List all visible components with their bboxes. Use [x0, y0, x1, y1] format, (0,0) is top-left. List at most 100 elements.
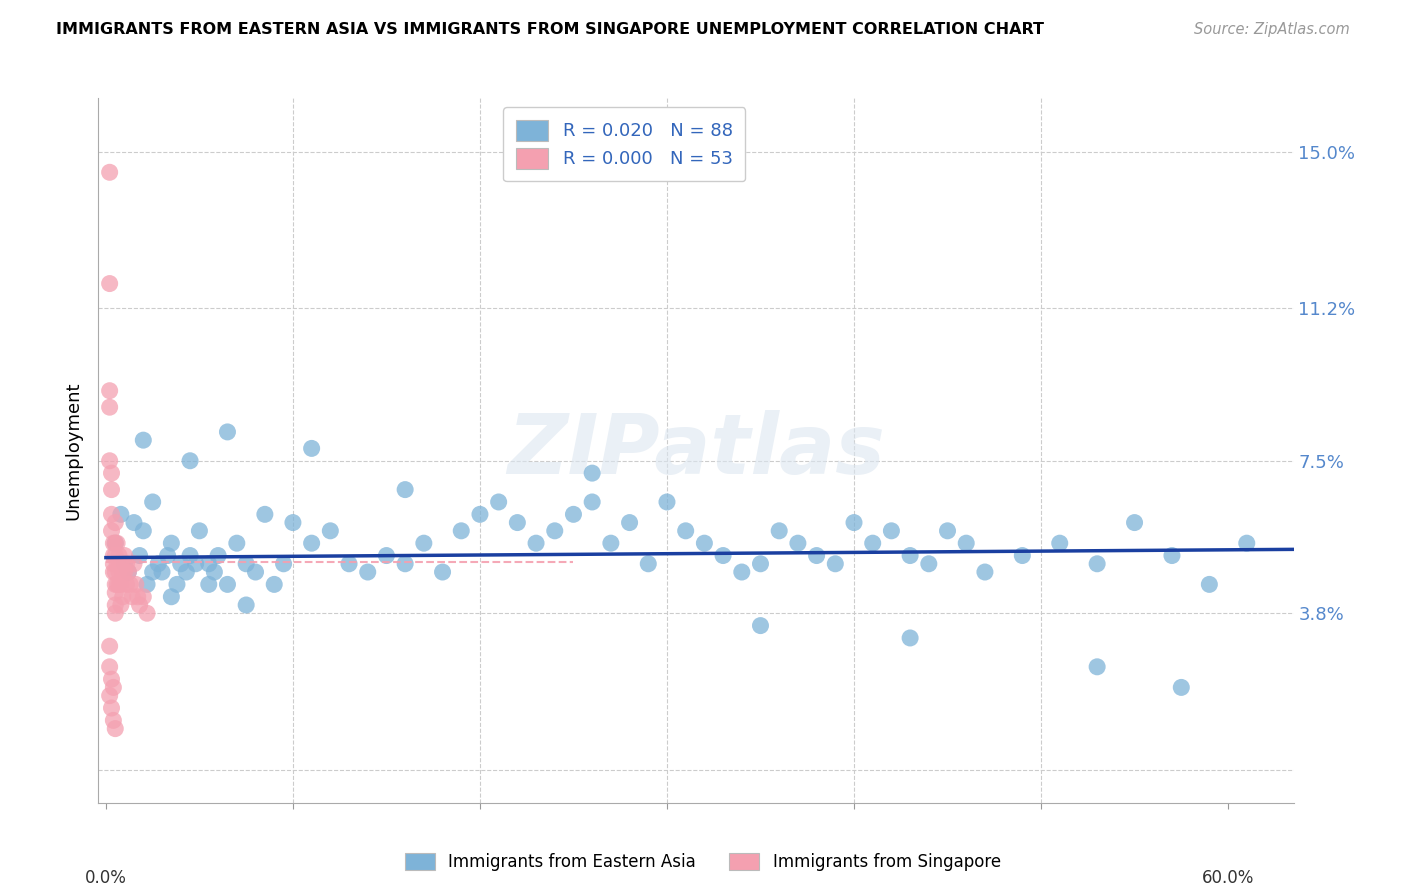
Point: [142, 565, 165, 579]
Point: [357, 565, 380, 579]
Point: [105, 557, 128, 571]
Point: [115, 577, 138, 591]
Point: [581, 495, 603, 509]
Point: [184, 557, 207, 571]
Point: [1170, 681, 1192, 695]
Point: [176, 565, 198, 579]
Point: [488, 495, 510, 509]
Point: [105, 577, 128, 591]
Point: [1085, 660, 1108, 674]
Point: [202, 565, 225, 579]
Point: [104, 536, 127, 550]
Point: [128, 598, 150, 612]
Point: [955, 536, 977, 550]
Point: [1085, 557, 1108, 571]
Text: 0.0%: 0.0%: [84, 869, 127, 887]
Legend: Immigrants from Eastern Asia, Immigrants from Singapore: Immigrants from Eastern Asia, Immigrants…: [396, 845, 1010, 880]
Text: ZIPatlas: ZIPatlas: [508, 410, 884, 491]
Point: [506, 516, 529, 530]
Point: [105, 536, 128, 550]
Point: [103, 714, 125, 728]
Point: [117, 565, 139, 579]
Point: [301, 442, 323, 456]
Point: [1123, 516, 1146, 530]
Point: [731, 565, 754, 579]
Point: [170, 557, 193, 571]
Point: [974, 565, 997, 579]
Point: [148, 557, 170, 571]
Point: [98, 454, 121, 468]
Point: [127, 590, 149, 604]
Point: [862, 536, 884, 550]
Point: [104, 549, 127, 563]
Text: Source: ZipAtlas.com: Source: ZipAtlas.com: [1194, 22, 1350, 37]
Point: [110, 508, 132, 522]
Point: [637, 557, 659, 571]
Point: [693, 536, 716, 550]
Point: [786, 536, 808, 550]
Point: [217, 577, 239, 591]
Point: [160, 536, 183, 550]
Point: [562, 508, 585, 522]
Point: [301, 536, 323, 550]
Point: [245, 565, 267, 579]
Point: [842, 516, 865, 530]
Point: [225, 536, 247, 550]
Point: [104, 585, 127, 599]
Point: [581, 466, 603, 480]
Point: [132, 524, 155, 538]
Point: [524, 536, 547, 550]
Point: [375, 549, 398, 563]
Point: [103, 549, 125, 563]
Point: [450, 524, 472, 538]
Point: [768, 524, 790, 538]
Point: [103, 681, 125, 695]
Point: [150, 565, 173, 579]
Point: [108, 577, 131, 591]
Point: [235, 557, 257, 571]
Point: [655, 495, 678, 509]
Point: [98, 639, 121, 653]
Point: [337, 557, 360, 571]
Point: [103, 565, 125, 579]
Point: [319, 524, 342, 538]
Point: [880, 524, 903, 538]
Point: [132, 433, 155, 447]
Point: [128, 549, 150, 563]
Point: [273, 557, 295, 571]
Point: [104, 565, 127, 579]
Point: [111, 565, 134, 579]
Point: [136, 577, 159, 591]
Point: [253, 508, 276, 522]
Point: [98, 165, 121, 179]
Point: [142, 495, 165, 509]
Point: [675, 524, 697, 538]
Point: [806, 549, 828, 563]
Point: [108, 565, 131, 579]
Point: [114, 557, 136, 571]
Text: 60.0%: 60.0%: [1202, 869, 1254, 887]
Point: [114, 549, 136, 563]
Point: [235, 598, 257, 612]
Point: [188, 524, 211, 538]
Point: [132, 590, 155, 604]
Point: [468, 508, 491, 522]
Point: [117, 565, 139, 579]
Point: [1049, 536, 1071, 550]
Point: [100, 483, 122, 497]
Point: [103, 557, 125, 571]
Point: [179, 549, 201, 563]
Point: [217, 425, 239, 439]
Point: [98, 400, 121, 414]
Y-axis label: Unemployment: Unemployment: [65, 381, 83, 520]
Point: [166, 577, 188, 591]
Point: [98, 689, 121, 703]
Point: [98, 384, 121, 398]
Point: [197, 577, 219, 591]
Point: [104, 516, 127, 530]
Legend: R = 0.020   N = 88, R = 0.000   N = 53: R = 0.020 N = 88, R = 0.000 N = 53: [503, 107, 745, 181]
Point: [1011, 549, 1033, 563]
Point: [898, 631, 921, 645]
Point: [1236, 536, 1258, 550]
Point: [98, 277, 121, 291]
